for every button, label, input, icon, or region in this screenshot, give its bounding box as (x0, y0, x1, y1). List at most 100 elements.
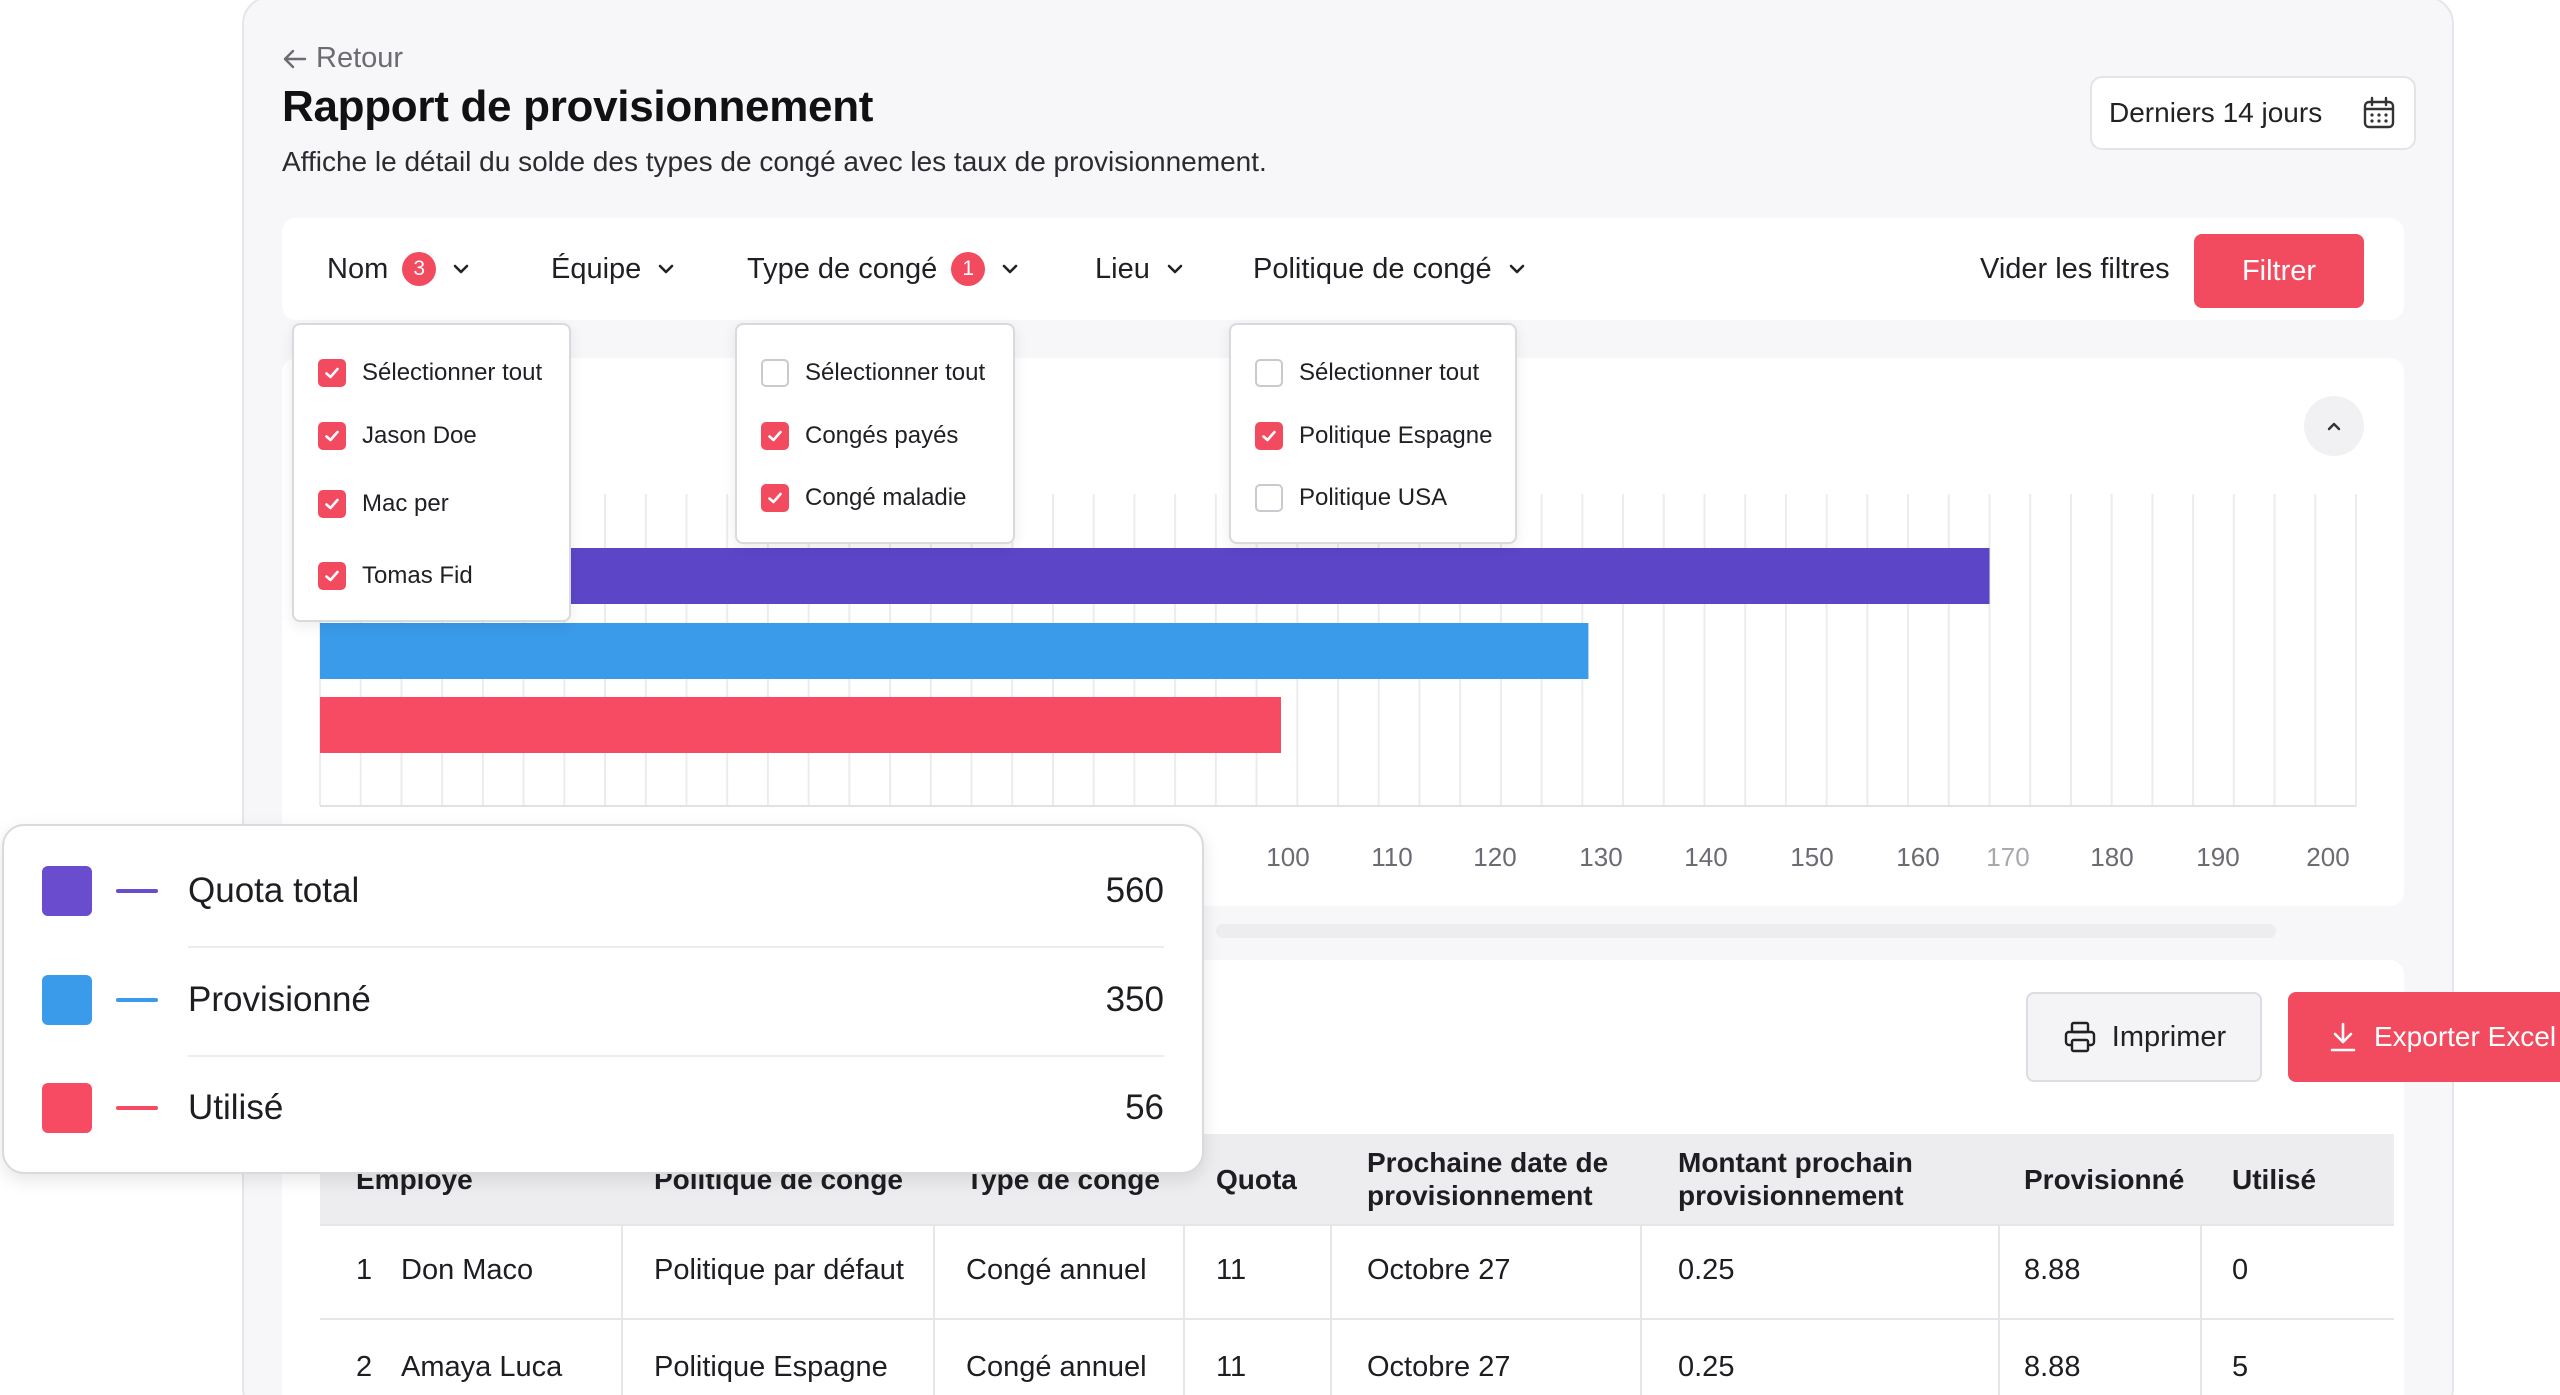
filter-location[interactable]: Lieu (1095, 218, 1186, 320)
dd-leave-type-option[interactable]: Sélectionner tout (761, 358, 985, 388)
bar-provisionn-[interactable] (320, 623, 1589, 679)
check-icon (1262, 430, 1276, 442)
checkbox[interactable] (1255, 484, 1283, 512)
legend-label: Provisionné (188, 980, 371, 1019)
cell-quota: 11 (1216, 1350, 1247, 1383)
date-range-picker[interactable]: Derniers 14 jours (2090, 76, 2416, 150)
checkbox[interactable] (318, 562, 346, 590)
x-tick-label: 170 (1986, 842, 2029, 872)
legend-line (116, 889, 158, 893)
print-label: Imprimer (2111, 1020, 2227, 1053)
dd-name-option[interactable]: Sélectionner tout (318, 358, 542, 388)
filter-name[interactable]: Nom 3 (327, 218, 472, 320)
x-tick-label: 100 (1266, 842, 1309, 872)
legend-swatch (42, 866, 92, 916)
date-range-label: Derniers 14 jours (2109, 97, 2323, 128)
page-title: Rapport de provisionnement (282, 82, 874, 131)
legend-value: 350 (1105, 980, 1164, 1019)
option-label: Politique USA (1299, 484, 1448, 511)
col-header-quota[interactable]: Quota (1216, 1163, 1297, 1195)
check-icon (325, 430, 339, 442)
checkbox[interactable] (318, 359, 346, 387)
checkbox[interactable] (761, 422, 789, 450)
dd-leave-type-option[interactable]: Congé maladie (761, 483, 966, 513)
col-divider (933, 1224, 935, 1395)
clear-filters-link[interactable]: Vider les filtres (1980, 252, 2170, 285)
legend-line (116, 1106, 158, 1110)
dd-policy-option[interactable]: Politique Espagne (1255, 421, 1492, 451)
dropdown-policy: Sélectionner tout Politique Espagne Poli… (1229, 323, 1517, 544)
col-header-used[interactable]: Utilisé (2232, 1163, 2317, 1195)
cell-used: 0 (2232, 1253, 2249, 1286)
filter-policy-label: Politique de congé (1253, 252, 1492, 285)
col-divider (1330, 1224, 1332, 1395)
cell-next-date: Octobre 27 (1367, 1253, 1511, 1286)
legend-label: Quota total (188, 871, 360, 910)
cell-next-amount: 0.25 (1678, 1253, 1735, 1286)
page-subtitle: Affiche le détail du solde des types de … (282, 146, 1267, 177)
checkbox[interactable] (318, 422, 346, 450)
x-tick-label: 200 (2306, 842, 2349, 872)
filter-leave-type-label: Type de congé (747, 252, 938, 285)
legend-divider (188, 946, 1164, 948)
chart-scrollbar[interactable] (1216, 924, 2276, 938)
collapse-chart-button[interactable] (2304, 396, 2364, 456)
legend-line (116, 998, 158, 1002)
option-label: Sélectionner tout (805, 359, 986, 386)
dd-name-option[interactable]: Mac per (318, 489, 449, 519)
col-divider (1640, 1224, 1642, 1395)
back-link[interactable]: Retour (282, 42, 403, 75)
bar-utilis-[interactable] (320, 697, 1281, 753)
cell-employee: Amaya Luca (401, 1350, 563, 1383)
dd-name-option[interactable]: Jason Doe (318, 421, 477, 451)
chevron-down-icon (1002, 264, 1018, 274)
legend-value: 560 (1105, 871, 1164, 910)
checkbox[interactable] (761, 484, 789, 512)
checkbox[interactable] (318, 490, 346, 518)
chevron-down-icon (659, 264, 674, 274)
dd-leave-type-option[interactable]: Congés payés (761, 421, 958, 451)
dd-policy-option[interactable]: Sélectionner tout (1255, 358, 1479, 388)
chevron-down-icon (453, 264, 469, 274)
checkbox[interactable] (761, 359, 789, 387)
col-divider (2200, 1224, 2202, 1395)
option-label: Jason Doe (362, 422, 477, 449)
download-icon (2330, 1022, 2356, 1052)
bar-quota-total[interactable] (320, 548, 1990, 604)
dd-name-option[interactable]: Tomas Fid (318, 561, 473, 591)
checkbox[interactable] (1255, 422, 1283, 450)
col-header-accrued[interactable]: Provisionné (2024, 1163, 2185, 1195)
chevron-up-icon (2327, 422, 2341, 431)
col-header-next-amount[interactable]: Montant prochain provisionnement (1678, 1147, 1913, 1211)
cell-policy: Politique Espagne (654, 1350, 888, 1383)
check-icon (768, 492, 782, 504)
filter-policy[interactable]: Politique de congé (1253, 218, 1528, 320)
legend-swatch (42, 975, 92, 1025)
checkbox[interactable] (1255, 359, 1283, 387)
filter-team[interactable]: Équipe (551, 218, 677, 320)
filter-location-label: Lieu (1095, 252, 1150, 285)
cell-employee: Don Maco (401, 1253, 534, 1286)
cell-accrued: 8.88 (2024, 1350, 2081, 1383)
cell-quota: 11 (1216, 1253, 1247, 1286)
arrow-left-icon (283, 49, 307, 68)
back-label: Retour (316, 42, 404, 74)
cell-leave-type: Congé annuel (966, 1350, 1147, 1383)
dropdown-name: Sélectionner tout Jason Doe Mac per Toma… (292, 323, 571, 622)
export-excel-button[interactable]: Exporter Excel (2288, 992, 2560, 1082)
cell-next-amount: 0.25 (1678, 1350, 1735, 1383)
apply-filter-button[interactable]: Filtrer (2194, 234, 2364, 308)
filter-leave-type-count-badge: 1 (951, 252, 986, 286)
x-tick-label: 150 (1790, 842, 1833, 872)
filter-team-label: Équipe (551, 252, 642, 285)
filter-name-count-badge: 3 (402, 252, 437, 286)
dd-policy-option[interactable]: Politique USA (1255, 483, 1447, 513)
x-tick-label: 160 (1896, 842, 1939, 872)
option-label: Sélectionner tout (362, 359, 543, 386)
bar-chart: 100 110 120 130 140 150 160 170 180 190 200 (319, 494, 2357, 872)
option-label: Mac per (362, 490, 449, 517)
filter-leave-type[interactable]: Type de congé 1 (747, 218, 1021, 320)
row-divider (320, 1318, 2394, 1320)
print-button[interactable]: Imprimer (2026, 992, 2262, 1082)
col-header-next-date[interactable]: Prochaine date de provisionnement (1367, 1147, 1609, 1211)
